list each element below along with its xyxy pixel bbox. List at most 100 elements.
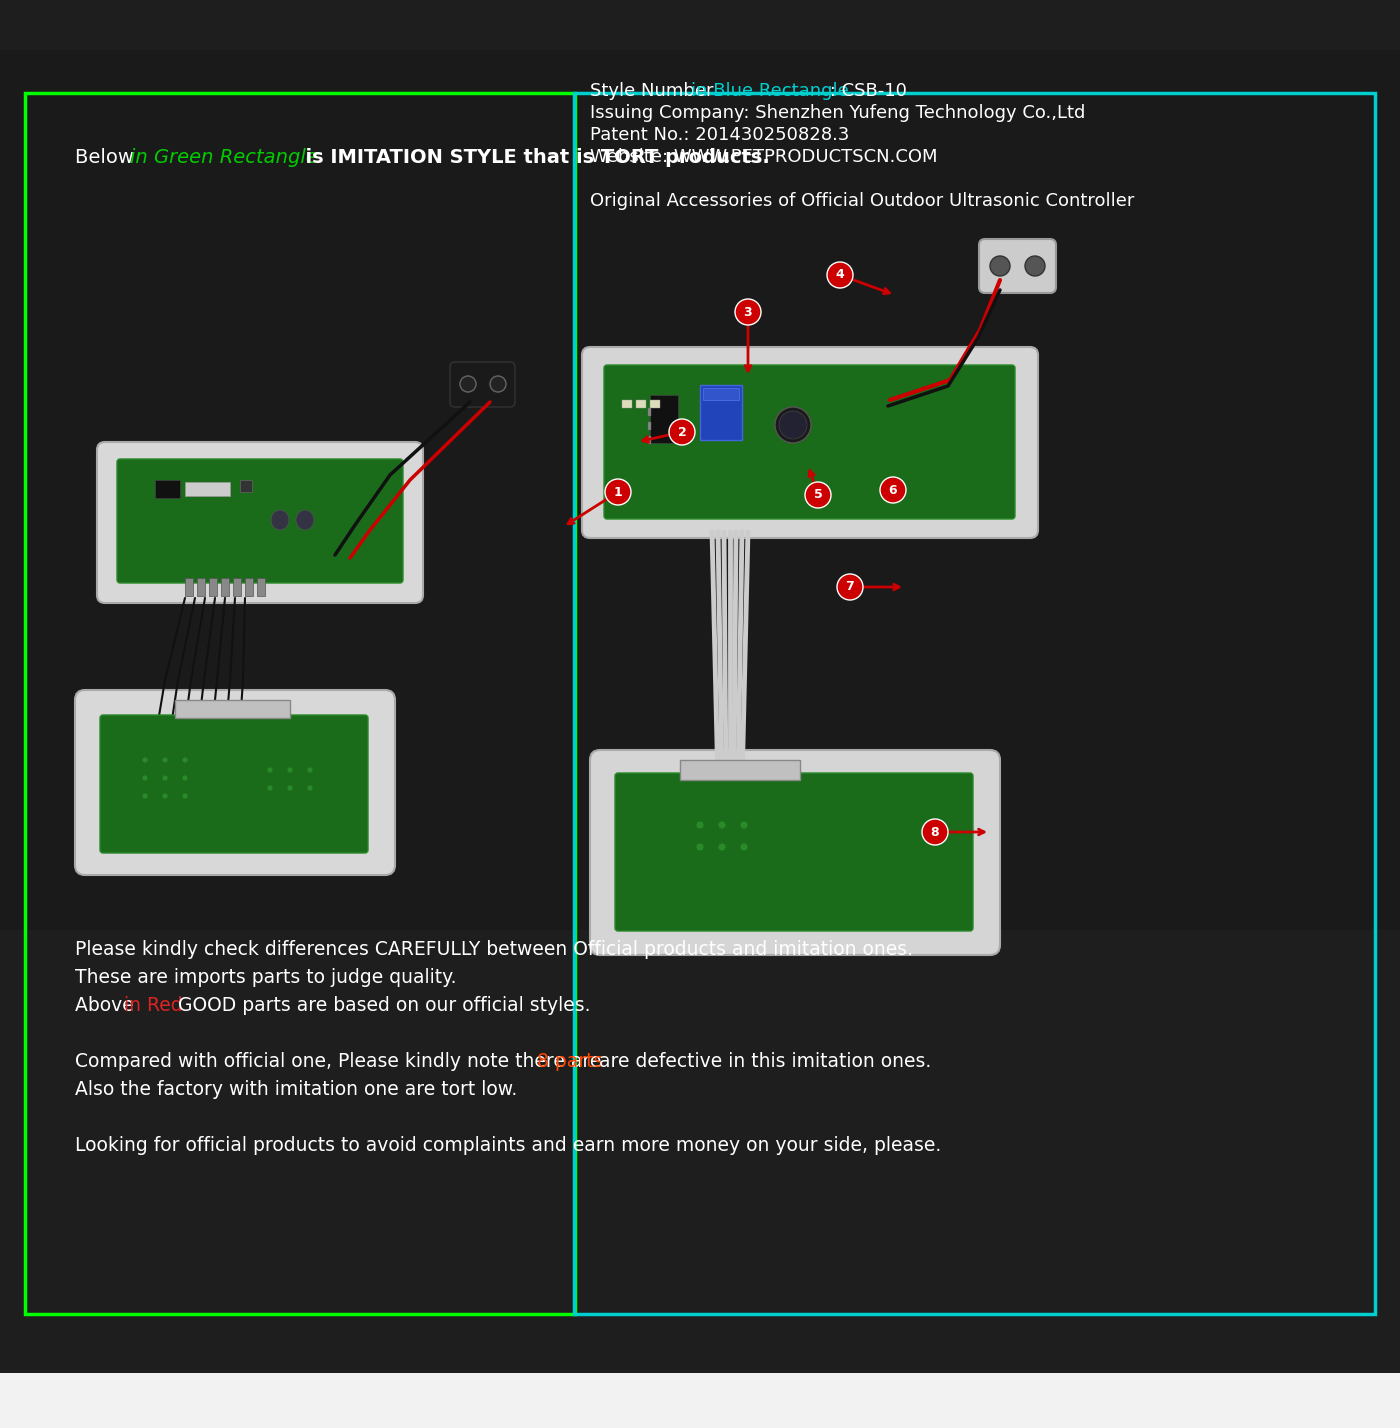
Ellipse shape [272, 510, 288, 530]
Bar [197, 578, 204, 595]
Circle shape [182, 793, 188, 800]
Bar [622, 400, 631, 408]
Text: These are imports parts to judge quality.: These are imports parts to judge quality… [76, 968, 456, 987]
Bar [209, 578, 217, 595]
Text: 2: 2 [678, 426, 686, 438]
Bar [185, 483, 230, 496]
Bar [221, 578, 230, 595]
Text: Patent No.: 201430250828.3: Patent No.: 201430250828.3 [589, 126, 850, 144]
Text: Issuing Company: Shenzhen Yufeng Technology Co.,Ltd: Issuing Company: Shenzhen Yufeng Technol… [589, 104, 1085, 121]
Text: 5: 5 [813, 488, 822, 501]
Bar [239, 480, 252, 493]
Circle shape [1025, 256, 1044, 276]
Text: 4: 4 [836, 268, 844, 281]
FancyBboxPatch shape [979, 238, 1056, 293]
Circle shape [718, 843, 727, 851]
Bar [648, 436, 651, 444]
Circle shape [182, 775, 188, 781]
Bar [258, 578, 265, 595]
FancyBboxPatch shape [99, 715, 368, 853]
Text: : CSB-10: : CSB-10 [825, 81, 907, 100]
Bar [245, 578, 253, 595]
Circle shape [605, 478, 631, 506]
Circle shape [307, 785, 314, 791]
Text: Website: WWW.PETPRODUCTSCN.COM: Website: WWW.PETPRODUCTSCN.COM [589, 149, 938, 166]
Bar [650, 396, 678, 443]
Text: Style Number: Style Number [589, 81, 720, 100]
Bar [232, 578, 241, 595]
Circle shape [735, 298, 762, 326]
Text: 8 parts: 8 parts [536, 1052, 603, 1071]
Circle shape [881, 477, 906, 503]
Circle shape [696, 821, 704, 830]
FancyBboxPatch shape [589, 750, 1000, 955]
Text: 1: 1 [613, 486, 623, 498]
Circle shape [778, 411, 806, 438]
Circle shape [669, 418, 694, 446]
Text: 3: 3 [743, 306, 752, 318]
Circle shape [923, 820, 948, 845]
Circle shape [741, 821, 748, 830]
Bar [574, 93, 1375, 1314]
Text: Please kindly check differences CAREFULLY between Official products and imitatio: Please kindly check differences CAREFULL… [76, 940, 913, 960]
Bar [636, 400, 645, 408]
Circle shape [718, 821, 727, 830]
Text: 8: 8 [931, 825, 939, 838]
Text: 7: 7 [846, 581, 854, 594]
Circle shape [287, 767, 293, 773]
Circle shape [182, 757, 188, 763]
Circle shape [267, 767, 273, 773]
Bar [703, 388, 739, 400]
FancyBboxPatch shape [118, 458, 403, 583]
FancyBboxPatch shape [449, 363, 515, 407]
Text: Also the factory with imitation one are tort low.: Also the factory with imitation one are … [76, 1080, 517, 1100]
Ellipse shape [295, 510, 314, 530]
Text: GOOD parts are based on our official styles.: GOOD parts are based on our official sty… [172, 995, 591, 1015]
Circle shape [162, 757, 168, 763]
Text: Looking for official products to avoid complaints and earn more money on your si: Looking for official products to avoid c… [76, 1137, 941, 1155]
Bar [0, 50, 1400, 930]
Text: are defective in this imitation ones.: are defective in this imitation ones. [594, 1052, 931, 1071]
Circle shape [162, 775, 168, 781]
Text: in Red: in Red [123, 995, 182, 1015]
Text: in Blue Rectangle: in Blue Rectangle [692, 81, 850, 100]
Circle shape [267, 785, 273, 791]
Circle shape [990, 256, 1009, 276]
FancyBboxPatch shape [97, 443, 423, 603]
Text: 6: 6 [889, 484, 897, 497]
Bar [0, 1372, 1400, 1428]
Text: Below: Below [76, 149, 140, 167]
Bar [185, 578, 193, 595]
Bar [680, 760, 799, 780]
Circle shape [490, 376, 505, 393]
Circle shape [162, 793, 168, 800]
Text: Compared with official one, Please kindly note there are: Compared with official one, Please kindl… [76, 1052, 608, 1071]
Circle shape [141, 793, 148, 800]
Circle shape [805, 483, 832, 508]
FancyBboxPatch shape [603, 366, 1015, 518]
Text: Above: Above [76, 995, 140, 1015]
Circle shape [307, 767, 314, 773]
Circle shape [827, 261, 853, 288]
Bar [648, 423, 651, 430]
Bar [25, 93, 575, 1314]
Circle shape [141, 775, 148, 781]
Circle shape [141, 757, 148, 763]
Circle shape [776, 407, 811, 443]
FancyBboxPatch shape [582, 347, 1037, 538]
Bar [175, 700, 290, 718]
Bar [700, 386, 742, 440]
Text: is IMITATION STYLE that is TORT products.: is IMITATION STYLE that is TORT products… [293, 149, 770, 167]
Bar [155, 480, 181, 498]
Circle shape [696, 843, 704, 851]
FancyBboxPatch shape [615, 773, 973, 931]
Circle shape [287, 785, 293, 791]
Bar [650, 400, 659, 408]
Text: in Green Rectangle: in Green Rectangle [130, 149, 318, 167]
Circle shape [741, 843, 748, 851]
Bar [648, 408, 651, 416]
Circle shape [837, 574, 862, 600]
Circle shape [461, 376, 476, 393]
FancyBboxPatch shape [76, 690, 395, 875]
Text: Original Accessories of Official Outdoor Ultrasonic Controller: Original Accessories of Official Outdoor… [589, 191, 1134, 210]
